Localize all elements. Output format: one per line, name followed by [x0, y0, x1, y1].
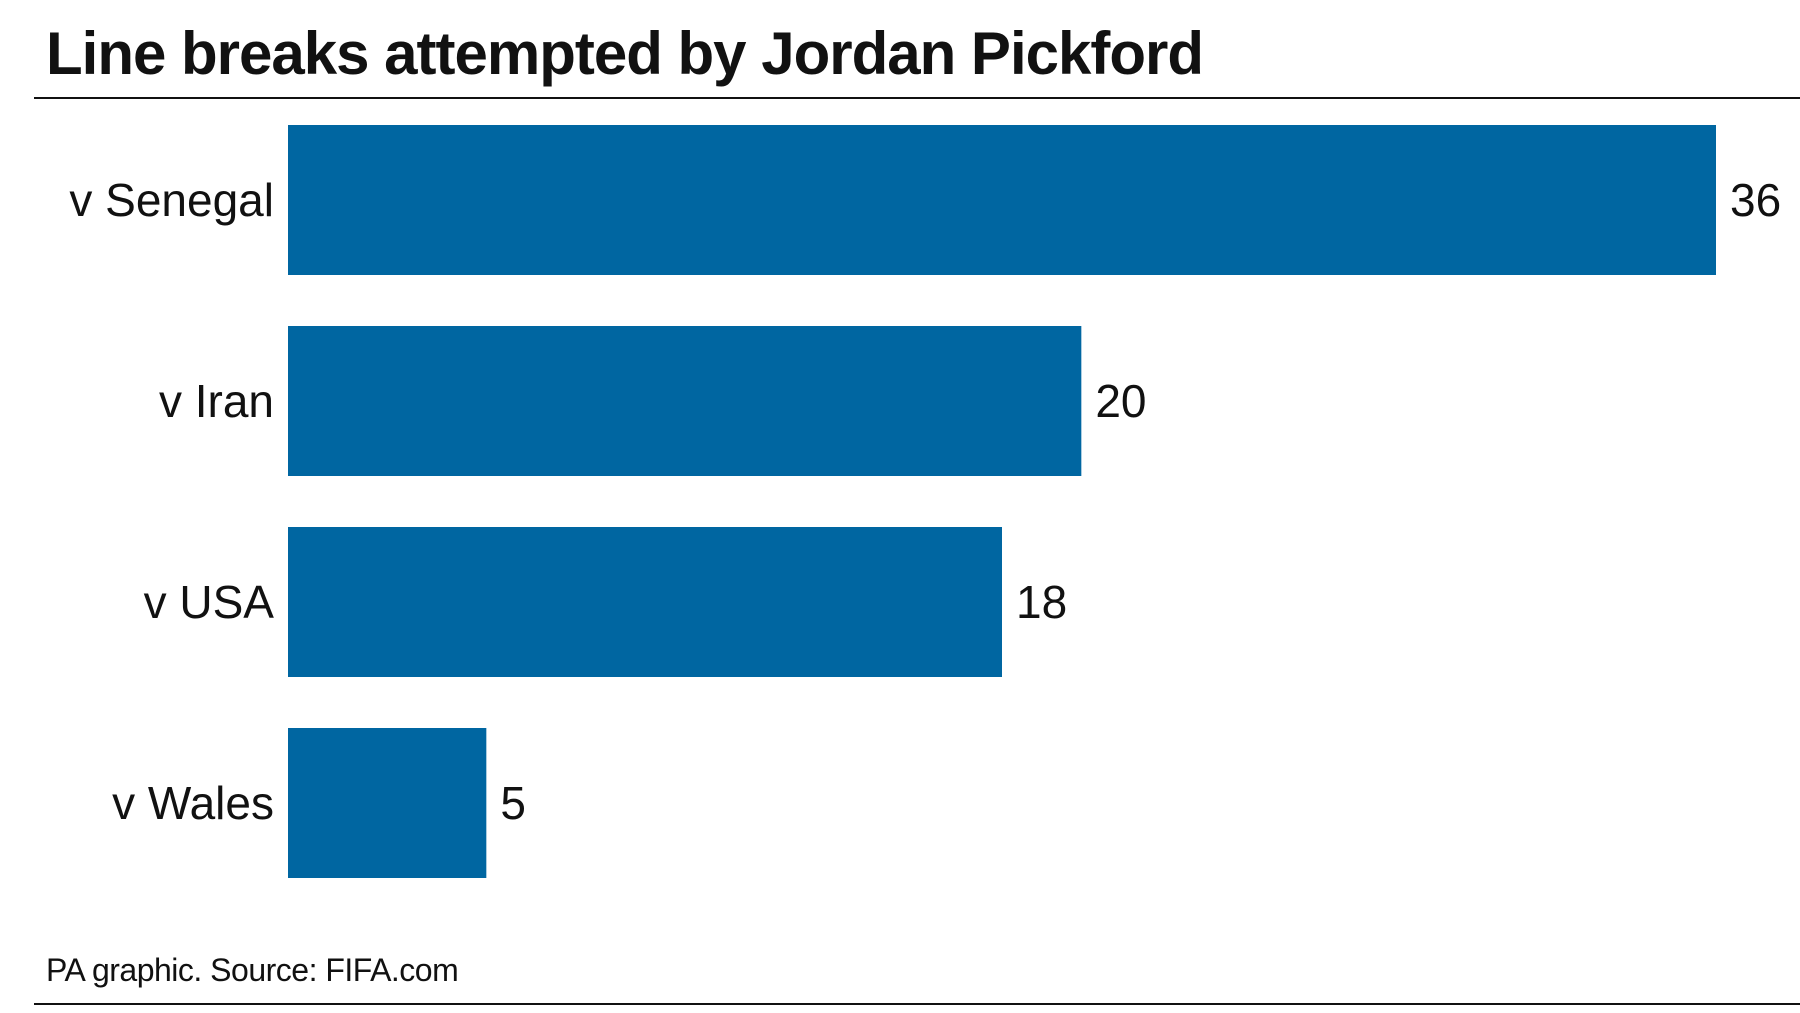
- bar-v-senegal: [288, 125, 1716, 275]
- bar-v-iran: [288, 326, 1082, 476]
- category-label: v Iran: [159, 375, 274, 427]
- chart-title: Line breaks attempted by Jordan Pickford: [46, 20, 1204, 87]
- source-credit: PA graphic. Source: FIFA.com: [46, 952, 459, 988]
- category-label: v Wales: [112, 777, 274, 829]
- value-label: 5: [500, 777, 526, 829]
- value-label: 36: [1730, 174, 1781, 226]
- category-label: v USA: [144, 576, 275, 628]
- bar-v-wales: [288, 728, 487, 878]
- title-divider: [34, 97, 1800, 99]
- value-label: 18: [1016, 576, 1067, 628]
- value-label: 20: [1095, 375, 1146, 427]
- bar-v-usa: [288, 527, 1002, 677]
- footer-divider: [34, 1003, 1800, 1005]
- category-label: v Senegal: [69, 174, 274, 226]
